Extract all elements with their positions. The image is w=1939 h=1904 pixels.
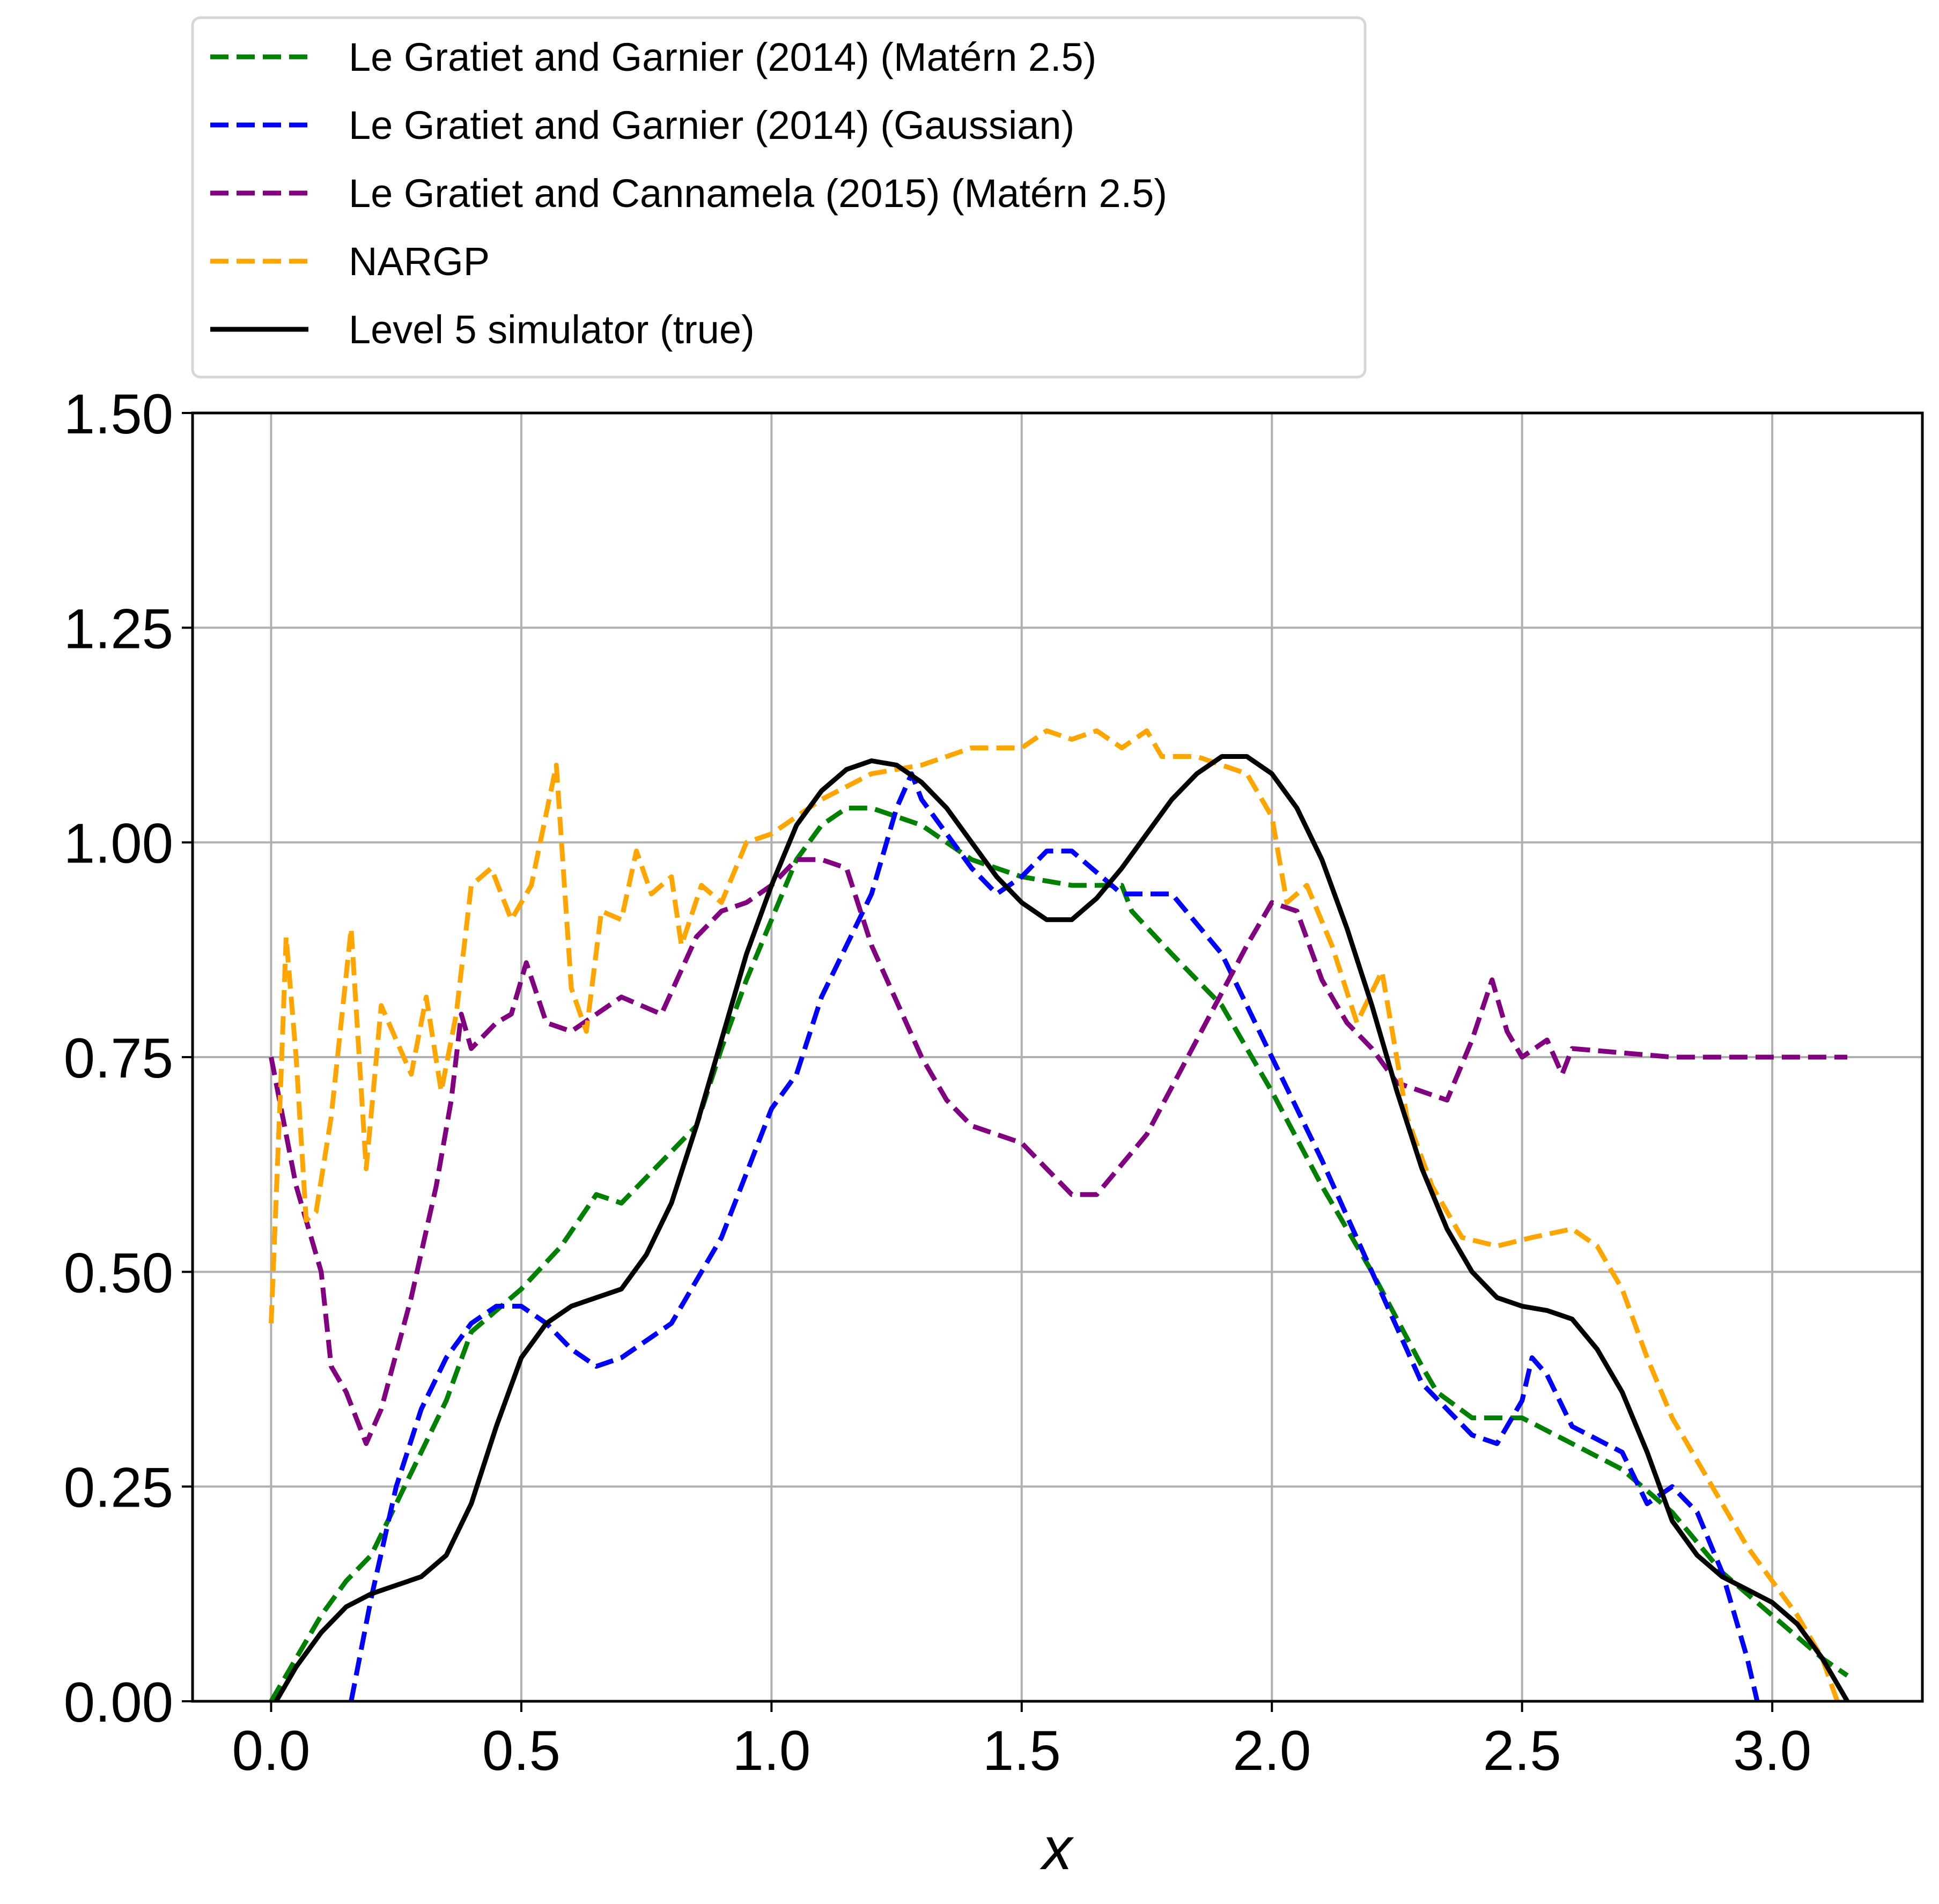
- series-layer: [269, 728, 1849, 1703]
- y-tick-label: 1.00: [64, 813, 173, 875]
- legend: Le Gratiet and Garnier (2014) (Matérn 2.…: [191, 16, 1367, 379]
- x-axis-label: x: [1039, 1815, 1074, 1882]
- x-tick-label: 2.5: [1483, 1719, 1561, 1782]
- x-tick-label: 1.0: [732, 1719, 810, 1782]
- legend-box: [191, 16, 1367, 379]
- y-tick-label: 0.75: [64, 1027, 173, 1090]
- x-tick-label: 0.0: [232, 1719, 310, 1782]
- legend-label-5: Level 5 simulator (true): [349, 307, 755, 352]
- series-line-1: [269, 806, 1849, 1703]
- legend-label-1: Le Gratiet and Garnier (2014) (Matérn 2.…: [349, 35, 1096, 79]
- legend-label-4: NARGP: [349, 239, 490, 284]
- x-tick-label: 0.5: [482, 1719, 561, 1782]
- legend-label-2: Le Gratiet and Garnier (2014) (Gaussian): [349, 103, 1074, 147]
- y-tick-label: 0.25: [64, 1457, 173, 1519]
- series-line-2: [349, 771, 1760, 1702]
- y-tick-label: 0.00: [64, 1671, 173, 1734]
- series-line-4: [269, 728, 1840, 1702]
- legend-label-3: Le Gratiet and Cannamela (2015) (Matérn …: [349, 171, 1167, 216]
- y-tick-label: 0.50: [64, 1242, 173, 1304]
- x-tick-label: 2.0: [1233, 1719, 1311, 1782]
- y-tick-label: 1.50: [64, 383, 173, 446]
- series-line-3: [269, 857, 1848, 1447]
- y-tick-label: 1.25: [64, 597, 173, 660]
- x-tick-label: 1.5: [983, 1719, 1061, 1782]
- y-axis: 0.00 0.25 0.50 0.75 1.00 1.25 1.50: [64, 383, 193, 1734]
- series-line-5: [274, 754, 1849, 1703]
- x-axis: 0.0 0.5 1.0 1.5 2.0 2.5 3.0: [232, 1701, 1811, 1782]
- x-tick-label: 3.0: [1733, 1719, 1811, 1782]
